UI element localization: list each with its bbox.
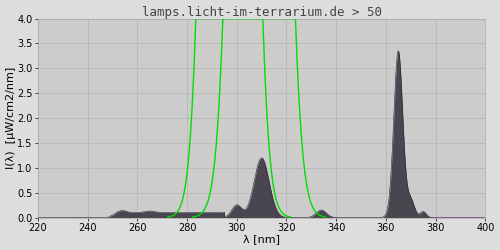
X-axis label: λ [nm]: λ [nm]: [243, 234, 280, 244]
Y-axis label: I(λ)  [μW/cm2/nm]: I(λ) [μW/cm2/nm]: [6, 67, 16, 169]
Title: lamps.licht-im-terrarium.de > 50: lamps.licht-im-terrarium.de > 50: [142, 6, 382, 18]
